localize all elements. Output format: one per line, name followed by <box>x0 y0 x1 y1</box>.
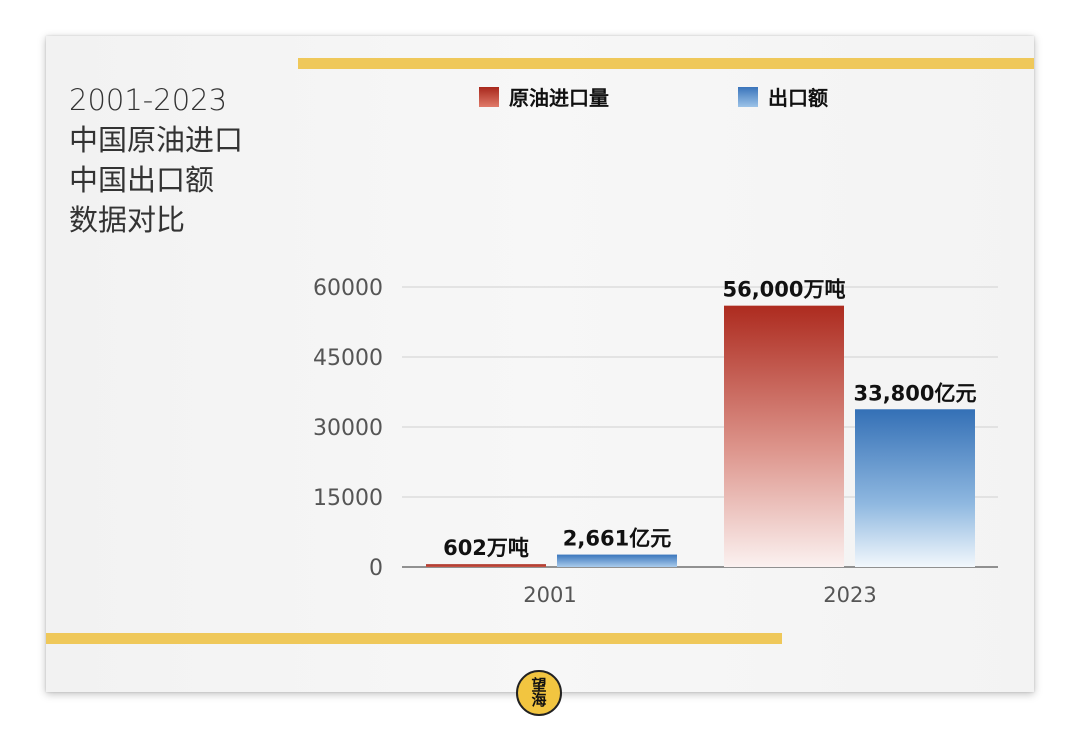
data-label-export-2023: 33,800亿元 <box>853 381 976 405</box>
title-line-export: 中国出口额 <box>69 163 215 197</box>
seal-logo: 望 海 <box>516 670 562 716</box>
legend-item-export: 出口额 <box>738 82 828 111</box>
x-tick-label: 2023 <box>823 583 876 607</box>
legend-swatch-red <box>479 86 499 107</box>
y-tick-label: 0 <box>369 556 383 581</box>
legend-label-oil-import: 原油进口量 <box>509 86 609 110</box>
seal-char-2: 海 <box>531 691 547 709</box>
x-axis-ticks: 2001 2023 <box>523 583 876 607</box>
data-label-export-2001: 2,661亿元 <box>563 527 671 551</box>
legend-item-oil-import: 原油进口量 <box>479 82 609 111</box>
legend-label-export: 出口额 <box>768 86 828 110</box>
bar-export-2023 <box>855 409 975 567</box>
y-axis-ticks: 0 15000 30000 45000 60000 <box>313 276 383 581</box>
bar-oil-import-2001 <box>426 564 546 567</box>
bar-oil-import-2023 <box>724 305 844 567</box>
bottom-decorative-band <box>46 633 782 644</box>
title-line-comparison: 数据对比 <box>69 203 186 237</box>
y-tick-label: 45000 <box>313 346 383 371</box>
y-tick-label: 15000 <box>313 486 383 511</box>
x-tick-label: 2001 <box>523 583 576 607</box>
title-line-years: 2001-2023 <box>69 83 228 117</box>
data-labels: 602万吨 2,661亿元 56,000万吨 33,800亿元 <box>443 278 976 561</box>
chart-card <box>46 36 1034 692</box>
data-label-oil-import-2023: 56,000万吨 <box>722 278 845 302</box>
top-decorative-band <box>298 58 1034 69</box>
legend: 原油进口量 出口额 <box>0 82 1080 112</box>
y-tick-label: 60000 <box>313 276 383 301</box>
seal-char-1: 望 <box>531 676 547 694</box>
legend-swatch-blue <box>738 86 758 107</box>
bars <box>426 305 975 567</box>
y-tick-label: 30000 <box>313 416 383 441</box>
title-line-oil-import: 中国原油进口 <box>69 123 244 157</box>
chart-title: 2001-2023 中国原油进口 中国出口额 数据对比 <box>69 80 243 240</box>
bar-export-2001 <box>557 554 677 567</box>
data-label-oil-import-2001: 602万吨 <box>443 536 529 560</box>
